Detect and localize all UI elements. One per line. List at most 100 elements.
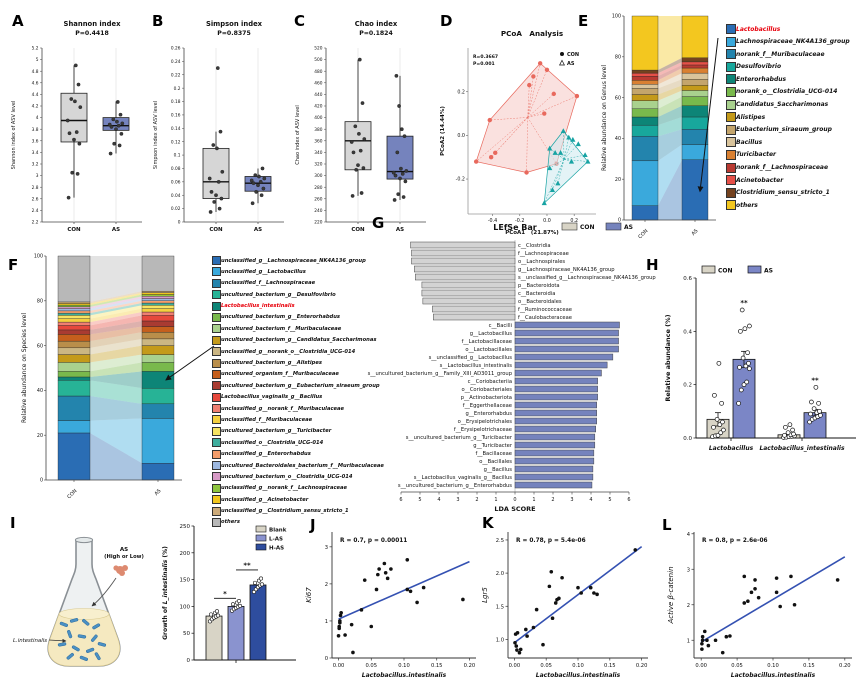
- svg-text:L-AS: L-AS: [269, 537, 283, 543]
- legend-swatch: [726, 36, 736, 47]
- legend-item: uncultured_bacterium_g__Alistipes: [212, 358, 384, 368]
- svg-text:AS: AS: [690, 228, 699, 237]
- svg-text:40: 40: [37, 388, 43, 394]
- svg-text:f__Bacillaceae: f__Bacillaceae: [475, 451, 512, 457]
- svg-text:40: 40: [615, 136, 621, 142]
- legend-item: uncultured_Bacteroidales_bacterium_f__Mu…: [212, 461, 384, 471]
- svg-text:6: 6: [399, 497, 402, 503]
- svg-text:4: 4: [687, 532, 691, 538]
- svg-text:0.22: 0.22: [171, 72, 181, 78]
- legend-item: Clostridium_sensu_stricto_1: [726, 187, 850, 198]
- legend-swatch: [212, 381, 221, 391]
- legend-item: norank_f__Lachnospiraceae: [726, 162, 850, 173]
- legend-swatch: [212, 461, 221, 471]
- panel-l-label: L: [662, 516, 672, 534]
- svg-text:c__Clostridia: c__Clostridia: [518, 243, 551, 249]
- svg-text:p__Bacteroidota: p__Bacteroidota: [518, 283, 560, 289]
- svg-text:**: **: [740, 299, 748, 307]
- svg-text:o__Bacteroidales: o__Bacteroidales: [518, 299, 562, 305]
- svg-text:440: 440: [314, 92, 322, 98]
- legend-item: unclassified_g__Clostridium_sensu_strict…: [212, 506, 384, 516]
- svg-text:c__Bacteroidia: c__Bacteroidia: [518, 291, 555, 297]
- svg-text:100: 100: [34, 254, 43, 260]
- svg-text:Lactobacillus.intestinalis: Lactobacillus.intestinalis: [362, 672, 447, 679]
- svg-text:400: 400: [314, 115, 322, 121]
- legend-label: norank_o__Clostridia_UCG-014: [736, 88, 838, 96]
- legend-label: others: [736, 201, 758, 209]
- svg-text:200: 200: [180, 551, 191, 557]
- svg-text:0.10: 0.10: [398, 663, 410, 669]
- legend-swatch: [212, 404, 221, 414]
- svg-text:0.20: 0.20: [636, 663, 648, 669]
- legend-swatch: [212, 449, 221, 459]
- svg-text:Chao index: Chao index: [355, 20, 398, 28]
- svg-text:Lactobacillus.intestinalis: Lactobacillus.intestinalis: [536, 672, 621, 679]
- svg-text:3: 3: [687, 567, 690, 573]
- svg-text:3: 3: [570, 497, 573, 503]
- svg-text:1: 1: [532, 497, 535, 503]
- svg-text:c__Bacilli: c__Bacilli: [489, 323, 512, 329]
- svg-text:0: 0: [178, 220, 181, 226]
- svg-text:2: 2: [687, 603, 690, 609]
- as-label-line1: AS: [120, 547, 128, 553]
- svg-text:0.08: 0.08: [171, 166, 181, 172]
- legend-label: uncultured_bacterium_g__Eubacterium_sira…: [221, 382, 380, 389]
- lefse-bar-chart: LEfSe Bar CON AS c__Clostridia f__Lachnospir…: [368, 222, 656, 513]
- legend-swatch: [726, 99, 736, 110]
- svg-text:240: 240: [314, 208, 322, 214]
- svg-text:150: 150: [180, 578, 191, 584]
- svg-text:0.05: 0.05: [731, 663, 743, 669]
- svg-text:0.24: 0.24: [171, 59, 181, 65]
- chao-boxplot: Chao index P=0.1824 Chao index of ASV leve…: [295, 20, 426, 233]
- svg-text:PCoA1 (21.87%): PCoA1 (21.87%): [505, 230, 559, 236]
- legend-label: Lactobacillus_vaginalis_g__Bacillus: [221, 394, 323, 401]
- legend-swatch: [212, 392, 221, 402]
- svg-text:CON: CON: [209, 227, 223, 233]
- legend-swatch: [212, 358, 221, 368]
- abundance-bar-chart: Relative abundance (%) 0.0 0.2 0.4 0.6 CON AS *…: [664, 265, 856, 452]
- svg-text:Relative abundance on Species: Relative abundance on Species level: [21, 313, 28, 423]
- panel-h-label: H: [646, 256, 659, 274]
- svg-text:100: 100: [180, 604, 191, 610]
- svg-text:0.0: 0.0: [683, 436, 692, 442]
- svg-text:Ki67: Ki67: [305, 587, 313, 603]
- svg-text:4: 4: [589, 497, 592, 503]
- svg-text:3: 3: [456, 497, 459, 503]
- svg-text:-0.2: -0.2: [515, 218, 524, 224]
- svg-text:5: 5: [608, 497, 611, 503]
- legend-label: uncultured_bacterium_f__Muribaculaceae: [221, 325, 342, 332]
- panel-C: C Chao index P=0.1824 Chao index of ASV le…: [290, 8, 432, 252]
- legend-swatch: [726, 200, 736, 211]
- legend-item: Enterorhabdus: [726, 74, 850, 85]
- svg-text:Active β-catenin: Active β-catenin: [667, 566, 675, 624]
- species-stacked-bar: 0 20 40 60 80 100 CON AS Relative abundance on S…: [21, 254, 215, 500]
- svg-text:s__unclassified_g__Lactobacill: s__unclassified_g__Lactobacillus: [429, 355, 513, 361]
- legend-label: Turicibacter: [736, 151, 777, 159]
- svg-text:60: 60: [37, 343, 43, 349]
- legend-item: unclassified_o__Clostridia_UCG-014: [212, 438, 384, 448]
- panel-D: D PCoA Analysis -0.4 -0.2 0.0 0.2 -0.2 0.0 0.2 P…: [432, 8, 604, 252]
- svg-text:1: 1: [494, 497, 497, 503]
- svg-text:f__Caulobacteraceae: f__Caulobacteraceae: [518, 315, 572, 321]
- legend-swatch: [212, 506, 221, 516]
- svg-text:R=0.3667: R=0.3667: [473, 54, 498, 60]
- legend-item: unclassified_g__norank_o__Clostridia_UCG…: [212, 347, 384, 357]
- legend-item: uncultured_organism_f__Muribaculaceae: [212, 369, 384, 379]
- svg-text:g__Enterorhabdus: g__Enterorhabdus: [465, 411, 512, 417]
- legend-item: Eubacterium_siraeum_group: [726, 124, 850, 135]
- svg-text:520: 520: [314, 46, 322, 52]
- legend-label: unclassified_g__Acinetobacter: [221, 496, 309, 503]
- svg-text:480: 480: [314, 69, 322, 75]
- legend-label: Desulfovibrio: [736, 63, 782, 71]
- svg-text:CON: CON: [567, 52, 579, 58]
- svg-text:o__Bacillales: o__Bacillales: [479, 459, 512, 465]
- svg-text:AS: AS: [396, 227, 404, 233]
- svg-text:s__uncultured_bacterium_g__Tur: s__uncultured_bacterium_g__Turicibacter: [406, 435, 513, 441]
- svg-text:0.00: 0.00: [695, 663, 707, 669]
- legend-label: Lactobacillus: [736, 25, 781, 33]
- svg-text:0.0: 0.0: [543, 218, 551, 224]
- legend-label: uncultured_Bacteroidales_bacterium_f__Mu…: [221, 462, 384, 469]
- legend-swatch: [726, 49, 736, 60]
- svg-text:20: 20: [37, 433, 43, 439]
